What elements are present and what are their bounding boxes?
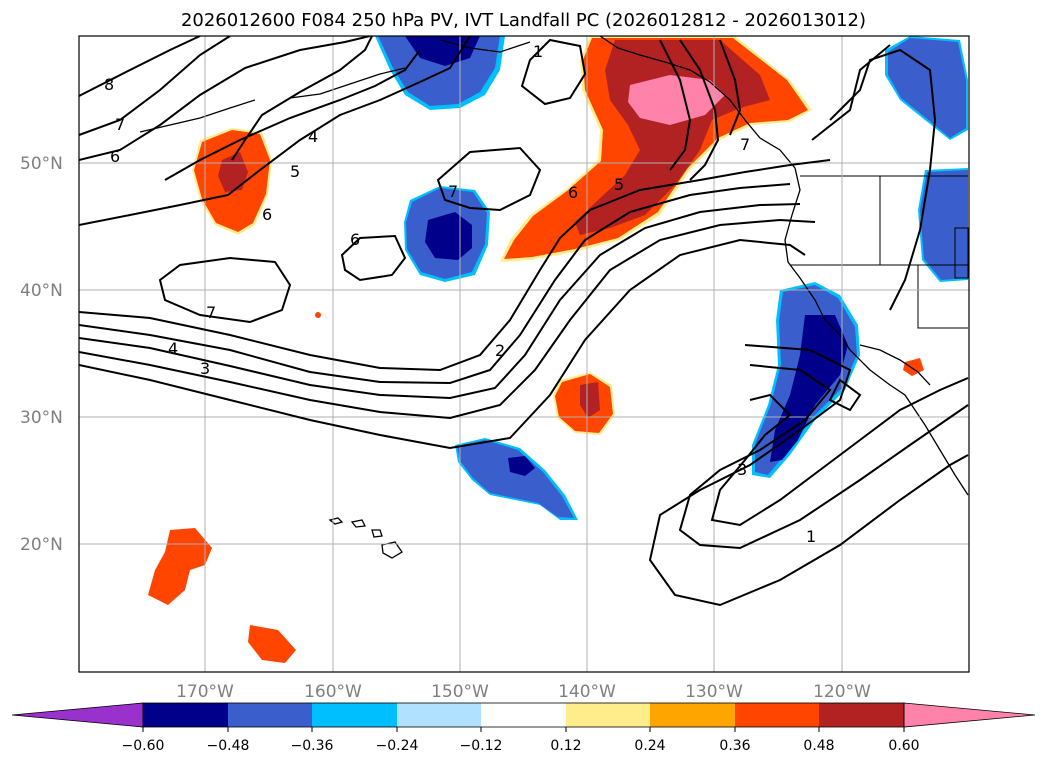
contour-label: 3 bbox=[737, 460, 747, 479]
pv-contours bbox=[79, 36, 969, 607]
colorbar: −0.60 −0.48 −0.36 −0.24 −0.12 0.12 0.24 … bbox=[11, 702, 1036, 754]
colorbar-tick-label: −0.48 bbox=[207, 738, 250, 754]
colorbar-segment bbox=[819, 703, 904, 727]
map-frame bbox=[78, 35, 970, 673]
colorbar-tick-label: 0.48 bbox=[803, 738, 834, 754]
contour-label: 7 bbox=[448, 182, 458, 201]
lon-label: 170°W bbox=[176, 682, 234, 702]
lon-label: 160°W bbox=[304, 682, 362, 702]
contour-label: 7 bbox=[206, 303, 216, 322]
colorbar-tick-label: −0.12 bbox=[460, 738, 503, 754]
contour-label: 8 bbox=[104, 75, 114, 94]
lon-label: 150°W bbox=[431, 682, 489, 702]
colorbar-tick-label: −0.60 bbox=[122, 738, 165, 754]
colorbar-tick-label: 0.36 bbox=[719, 738, 750, 754]
map-title: 2026012600 F084 250 hPa PV, IVT Landfall… bbox=[180, 10, 867, 31]
lon-label: 140°W bbox=[558, 682, 616, 702]
longitude-labels: 170°W 160°W 150°W 140°W 130°W 120°W bbox=[176, 682, 871, 702]
contour-label: 5 bbox=[290, 162, 300, 181]
colorbar-segment bbox=[735, 703, 819, 727]
colorbar-extend-min bbox=[11, 702, 144, 728]
colorbar-tick-label: 0.60 bbox=[888, 738, 919, 754]
lon-label: 120°W bbox=[813, 682, 871, 702]
lon-label: 130°W bbox=[685, 682, 743, 702]
colorbar-segment bbox=[397, 703, 481, 727]
colorbar-segment bbox=[143, 703, 228, 727]
colorbar-segment bbox=[228, 703, 312, 727]
latitude-labels: 50°N 40°N 30°N 20°N bbox=[20, 154, 63, 555]
colorbar-tick-label: 0.12 bbox=[550, 738, 581, 754]
colorbar-segment bbox=[312, 703, 397, 727]
contour-label: 7 bbox=[740, 135, 750, 154]
pc-anomaly-fills bbox=[148, 36, 968, 663]
colorbar-tick-label: −0.24 bbox=[376, 738, 419, 754]
contour-label: 5 bbox=[614, 175, 624, 194]
colorbar-segment bbox=[650, 703, 735, 727]
contour-labels: 8 7 6 4 5 6 7 6 7 4 3 2 6 5 1 7 3 1 bbox=[104, 42, 816, 546]
colorbar-tick-label: −0.36 bbox=[291, 738, 334, 754]
contour-label: 6 bbox=[262, 205, 272, 224]
lat-label: 20°N bbox=[20, 535, 63, 555]
colorbar-tick-label: 0.24 bbox=[634, 738, 665, 754]
colorbar-segment bbox=[481, 703, 566, 727]
contour-label: 4 bbox=[168, 339, 178, 358]
lat-label: 30°N bbox=[20, 408, 63, 428]
contour-label: 1 bbox=[806, 527, 816, 546]
contour-label: 3 bbox=[200, 359, 210, 378]
colorbar-extend-max bbox=[903, 702, 1036, 728]
contour-label: 2 bbox=[495, 341, 505, 360]
contour-label: 7 bbox=[115, 115, 125, 134]
contour-label: 6 bbox=[568, 183, 578, 202]
coastlines bbox=[139, 36, 969, 559]
contour-label: 4 bbox=[308, 127, 318, 146]
lat-label: 50°N bbox=[20, 154, 63, 174]
contour-label: 1 bbox=[533, 42, 543, 61]
lat-label: 40°N bbox=[20, 281, 63, 301]
contour-label: 6 bbox=[110, 147, 120, 166]
graticule bbox=[79, 36, 969, 672]
colorbar-segment bbox=[566, 703, 650, 727]
contour-label: 6 bbox=[350, 230, 360, 249]
